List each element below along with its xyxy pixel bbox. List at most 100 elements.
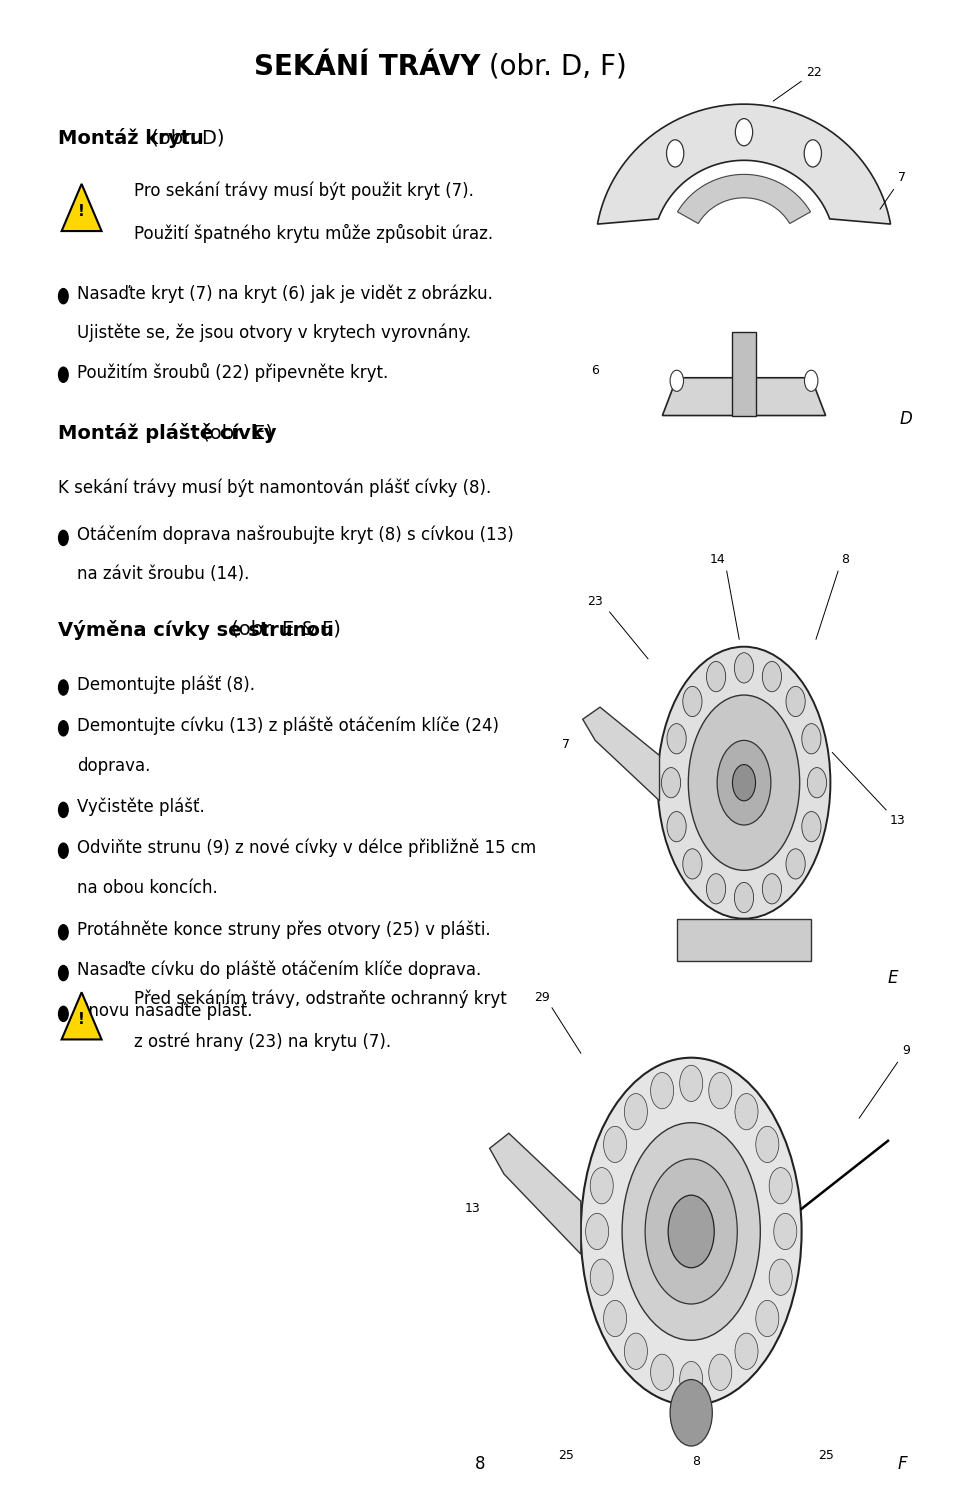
Circle shape	[683, 686, 702, 716]
Text: Vyčistěte plášť.: Vyčistěte plášť.	[77, 798, 204, 816]
Text: 9: 9	[902, 1044, 910, 1056]
Text: 14: 14	[709, 553, 725, 565]
Circle shape	[786, 849, 805, 879]
Circle shape	[651, 1354, 674, 1390]
Circle shape	[624, 1333, 647, 1369]
Polygon shape	[61, 184, 102, 231]
Circle shape	[707, 873, 726, 904]
Circle shape	[667, 724, 686, 754]
Text: F: F	[898, 1455, 907, 1473]
Circle shape	[708, 1354, 732, 1390]
Polygon shape	[583, 707, 660, 801]
Circle shape	[680, 1065, 703, 1102]
Circle shape	[658, 647, 830, 919]
Circle shape	[668, 1195, 714, 1268]
Text: (obr. E & F): (obr. E & F)	[226, 620, 342, 639]
Text: 8: 8	[841, 553, 849, 565]
Circle shape	[769, 1168, 792, 1204]
Circle shape	[59, 721, 68, 736]
Text: 7: 7	[880, 171, 905, 209]
Circle shape	[688, 695, 800, 870]
Text: 23: 23	[588, 595, 603, 607]
Circle shape	[735, 1333, 758, 1369]
Text: E: E	[887, 969, 898, 987]
Text: D: D	[900, 409, 912, 428]
Circle shape	[683, 849, 702, 879]
Text: 13: 13	[890, 814, 905, 827]
Text: Otáčením doprava našroubujte kryt (8) s cívkou (13): Otáčením doprava našroubujte kryt (8) s …	[77, 526, 514, 544]
Text: !: !	[78, 204, 85, 219]
Circle shape	[622, 1123, 760, 1340]
Text: Použití špatného krytu může způsobit úraz.: Použití špatného krytu může způsobit úra…	[134, 224, 493, 243]
Text: 25: 25	[818, 1449, 833, 1461]
Circle shape	[581, 1058, 802, 1405]
Text: (obr. D): (obr. D)	[145, 128, 225, 148]
Circle shape	[707, 662, 726, 692]
Circle shape	[667, 811, 686, 842]
Text: Znovu nasaďte plášť.: Znovu nasaďte plášť.	[77, 1002, 252, 1020]
Circle shape	[680, 1361, 703, 1398]
Text: Demontujte plášť (8).: Demontujte plášť (8).	[77, 675, 254, 694]
Circle shape	[651, 1073, 674, 1109]
Text: Montáž pláště cívky: Montáž pláště cívky	[58, 423, 276, 443]
Polygon shape	[61, 993, 102, 1040]
Circle shape	[59, 1006, 68, 1021]
Text: SEKÁNÍ TRÁVY: SEKÁNÍ TRÁVY	[253, 53, 480, 82]
Circle shape	[645, 1159, 737, 1304]
Text: 22: 22	[773, 65, 822, 101]
Circle shape	[59, 680, 68, 695]
Bar	[732, 332, 756, 416]
Text: (obr. E): (obr. E)	[196, 423, 273, 443]
Circle shape	[604, 1301, 627, 1337]
Text: 7: 7	[563, 739, 570, 751]
Polygon shape	[662, 378, 826, 416]
Text: 8: 8	[692, 1455, 700, 1467]
Circle shape	[756, 1126, 779, 1162]
Circle shape	[59, 925, 68, 940]
Circle shape	[59, 843, 68, 858]
Text: 13: 13	[465, 1203, 480, 1215]
Circle shape	[666, 141, 684, 168]
Circle shape	[735, 1094, 758, 1130]
Text: K sekání trávy musí být namontován plášť cívky (8).: K sekání trávy musí být namontován plášť…	[58, 479, 491, 497]
Circle shape	[59, 530, 68, 545]
Circle shape	[604, 1126, 627, 1162]
Circle shape	[59, 802, 68, 817]
Circle shape	[735, 119, 753, 147]
Circle shape	[590, 1168, 613, 1204]
Circle shape	[670, 1380, 712, 1446]
Circle shape	[59, 367, 68, 382]
Circle shape	[769, 1259, 792, 1295]
Text: (obr. D, F): (obr. D, F)	[480, 53, 627, 82]
Text: z ostré hrany (23) na krytu (7).: z ostré hrany (23) na krytu (7).	[134, 1032, 392, 1050]
Circle shape	[774, 1213, 797, 1250]
Text: na závit šroubu (14).: na závit šroubu (14).	[77, 565, 250, 583]
Circle shape	[734, 882, 754, 913]
Circle shape	[734, 653, 754, 683]
Circle shape	[586, 1213, 609, 1250]
Circle shape	[590, 1259, 613, 1295]
Polygon shape	[678, 174, 810, 224]
Text: Demontujte cívku (13) z pláště otáčením klíče (24): Demontujte cívku (13) z pláště otáčením …	[77, 716, 499, 734]
Text: Nasaďte kryt (7) na kryt (6) jak je vidět z obrázku.: Nasaďte kryt (7) na kryt (6) jak je vidě…	[77, 284, 492, 302]
Text: doprava.: doprava.	[77, 757, 150, 775]
Text: Použitím šroubů (22) připevněte kryt.: Použitím šroubů (22) připevněte kryt.	[77, 363, 388, 382]
Circle shape	[708, 1073, 732, 1109]
Text: Odviňte strunu (9) z nové cívky v délce přibližně 15 cm: Odviňte strunu (9) z nové cívky v délce …	[77, 839, 536, 857]
Text: na obou koncích.: na obou koncích.	[77, 879, 218, 898]
Circle shape	[59, 966, 68, 981]
Circle shape	[661, 768, 681, 798]
Polygon shape	[490, 1133, 581, 1254]
Circle shape	[804, 141, 822, 168]
Circle shape	[762, 873, 781, 904]
Text: Pro sekání trávy musí být použit kryt (7).: Pro sekání trávy musí být použit kryt (7…	[134, 181, 474, 199]
Bar	[677, 919, 811, 961]
Text: 6: 6	[591, 364, 599, 376]
Polygon shape	[597, 104, 891, 224]
Circle shape	[762, 662, 781, 692]
Circle shape	[802, 811, 821, 842]
Circle shape	[717, 740, 771, 825]
Text: Montáž krytu: Montáž krytu	[58, 128, 204, 148]
Text: !: !	[78, 1012, 85, 1027]
Circle shape	[786, 686, 805, 716]
